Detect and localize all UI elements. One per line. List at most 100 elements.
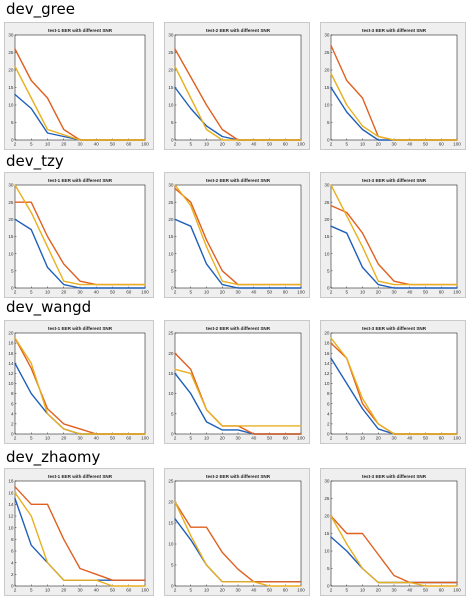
- x-tick-label: 40: [251, 588, 257, 593]
- row-label-dev-gree: dev_gree: [6, 0, 75, 18]
- y-tick-label: 0: [327, 286, 330, 291]
- y-tick-label: 15: [8, 85, 14, 90]
- x-tick-label: 30: [77, 142, 83, 147]
- x-tick-label: 40: [251, 436, 257, 441]
- plot-area: [330, 332, 458, 435]
- x-tick-label: 2: [14, 290, 17, 295]
- y-tick-label: 10: [8, 103, 14, 108]
- y-tick-label: 15: [168, 234, 174, 239]
- x-tick-label: 2: [330, 588, 333, 593]
- y-tick-label: 25: [168, 479, 174, 484]
- y-tick-label: 5: [327, 120, 330, 125]
- y-tick-label: 2: [11, 572, 14, 577]
- y-tick-label: 20: [168, 500, 174, 505]
- y-tick-label: 0: [171, 584, 174, 589]
- x-tick-label: 10: [204, 290, 210, 295]
- y-tick-label: 12: [324, 371, 330, 376]
- y-tick-label: 25: [168, 200, 174, 205]
- x-tick-label: 40: [407, 588, 413, 593]
- x-tick-label: 10: [204, 142, 210, 147]
- plot-area: [330, 184, 458, 289]
- x-tick-label: 2: [174, 142, 177, 147]
- x-tick-label: 50: [267, 436, 273, 441]
- y-tick-label: 20: [324, 68, 330, 73]
- chart-title: test-1 EER with different SNR: [48, 474, 113, 479]
- x-tick-label: 50: [423, 588, 429, 593]
- y-tick-label: 14: [8, 361, 14, 366]
- series-line-yellow: [330, 337, 458, 435]
- x-tick-label: 10: [45, 142, 51, 147]
- series-line-yellow: [174, 184, 302, 286]
- y-tick-label: 0: [11, 138, 14, 143]
- chart-panel-wangd-test-2: test-2 EER with different SNR 2 5 10 20 30 40 5…: [164, 320, 310, 444]
- x-tick-label: 30: [77, 588, 83, 593]
- chart-panel-gree-test-3: test-3 EER with different SNR 2 5 10 20 30 40 5…: [320, 22, 466, 150]
- x-tick-label: 5: [189, 436, 192, 441]
- chart-title: test-3 EER with different SNR: [362, 474, 427, 479]
- x-tick-label: 60: [126, 142, 132, 147]
- x-tick-label: 5: [189, 588, 192, 593]
- row-label-dev-zhaomy: dev_zhaomy: [6, 448, 101, 466]
- x-tick-label: 30: [391, 290, 397, 295]
- x-tick-label: 20: [220, 290, 226, 295]
- x-tick-label: 30: [391, 436, 397, 441]
- y-tick-label: 25: [324, 200, 330, 205]
- y-tick-label: 16: [8, 351, 14, 356]
- y-tick-label: 20: [8, 217, 14, 222]
- y-tick-label: 10: [324, 103, 330, 108]
- x-tick-label: 5: [345, 142, 348, 147]
- y-tick-label: 25: [8, 200, 14, 205]
- y-tick-label: 0: [11, 286, 14, 291]
- x-tick-label: 5: [345, 588, 348, 593]
- y-tick-label: 15: [324, 531, 330, 536]
- x-tick-label: 60: [439, 436, 445, 441]
- y-tick-label: 15: [8, 234, 14, 239]
- x-tick-label: 40: [407, 142, 413, 147]
- y-tick-label: 15: [168, 521, 174, 526]
- x-tick-label: 60: [283, 588, 289, 593]
- row-label-dev-tzy: dev_tzy: [6, 152, 64, 170]
- chart-panel-zhaomy-test-3: test-3 EER with different SNR 2 5 10 20 30 40 5…: [320, 468, 466, 596]
- row-label-dev-wangd: dev_wangd: [6, 298, 92, 316]
- x-tick-label: 100: [141, 142, 149, 147]
- x-tick-label: 2: [330, 142, 333, 147]
- chart-panel-tzy-test-3: test-3 EER with different SNR 2 5 10 20 30 40 5…: [320, 172, 466, 298]
- chart-title: test-1 EER with different SNR: [48, 178, 113, 183]
- x-tick-label: 60: [126, 436, 132, 441]
- y-tick-label: 5: [327, 566, 330, 571]
- plot-area: [174, 480, 302, 587]
- x-tick-label: 10: [45, 588, 51, 593]
- x-tick-label: 10: [204, 588, 210, 593]
- y-tick-label: 16: [324, 351, 330, 356]
- x-tick-label: 50: [423, 142, 429, 147]
- x-tick-label: 40: [407, 290, 413, 295]
- x-tick-label: 100: [141, 436, 149, 441]
- y-tick-label: 5: [171, 120, 174, 125]
- chart-panel-gree-test-1: test-1 EER with different SNR 2 5 10 20 30 40 5…: [4, 22, 154, 150]
- y-tick-label: 20: [324, 217, 330, 222]
- series-line-blue: [14, 218, 146, 289]
- x-tick-label: 20: [376, 142, 382, 147]
- y-tick-label: 6: [11, 549, 14, 554]
- y-tick-label: 20: [168, 217, 174, 222]
- y-tick-label: 20: [168, 351, 174, 356]
- y-tick-label: 20: [168, 68, 174, 73]
- x-tick-label: 10: [45, 436, 51, 441]
- y-tick-label: 0: [327, 138, 330, 143]
- x-tick-label: 100: [297, 290, 305, 295]
- y-tick-label: 30: [8, 183, 14, 188]
- x-tick-label: 100: [141, 588, 149, 593]
- x-tick-label: 20: [220, 436, 226, 441]
- y-tick-label: 14: [8, 502, 14, 507]
- x-tick-label: 40: [94, 142, 100, 147]
- y-tick-label: 4: [11, 411, 14, 416]
- x-tick-label: 20: [376, 436, 382, 441]
- series-line-blue: [174, 218, 302, 289]
- y-tick-label: 10: [8, 251, 14, 256]
- x-tick-label: 10: [360, 290, 366, 295]
- x-tick-label: 60: [439, 142, 445, 147]
